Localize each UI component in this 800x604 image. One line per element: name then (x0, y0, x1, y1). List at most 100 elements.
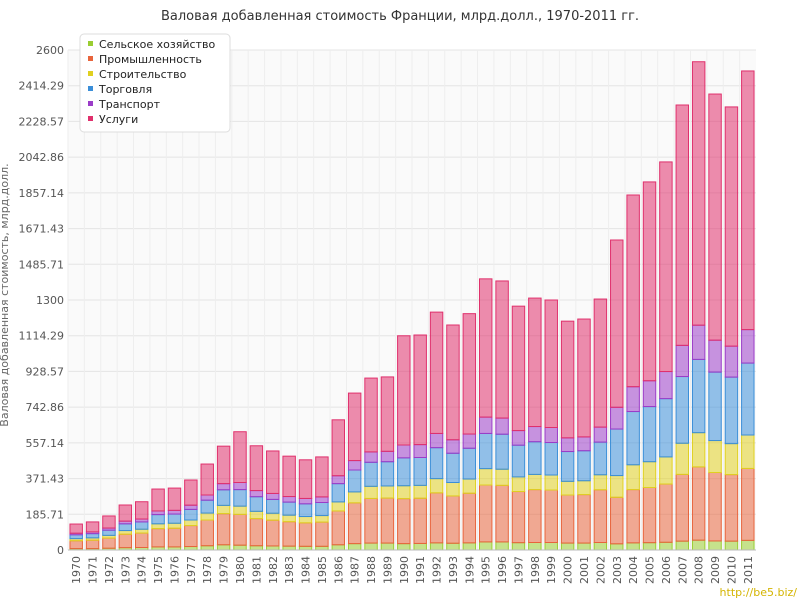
bar-segment (315, 545, 329, 551)
bar-segment (675, 442, 690, 475)
x-tick-label: 2004 (627, 556, 640, 584)
bar-segment (642, 542, 657, 551)
bar-segment (593, 542, 608, 551)
y-tick-label: 1485.71 (19, 258, 65, 271)
x-tick-label: 2005 (644, 556, 657, 584)
bar-segment (134, 521, 149, 530)
x-tick-label: 2011 (742, 556, 755, 584)
bar-segment (167, 513, 182, 524)
bar-segment (462, 492, 477, 544)
bar-segment (413, 542, 427, 551)
bar-segment (200, 519, 214, 547)
bar-segment (266, 519, 280, 547)
x-tick-label: 1987 (349, 556, 362, 584)
x-tick-label: 1990 (398, 556, 411, 584)
bar-segment (544, 542, 558, 551)
legend-label: Торговля (98, 83, 152, 96)
y-tick-label: 2228.57 (19, 115, 65, 128)
bar-segment (429, 447, 444, 480)
bar-segment (282, 455, 296, 498)
bar-segment (511, 430, 526, 446)
bar-segment (364, 377, 378, 453)
x-tick-label: 1997 (512, 556, 525, 584)
bar-segment (200, 494, 214, 501)
x-tick-label: 1980 (234, 556, 247, 584)
bar-segment (675, 344, 690, 378)
x-tick-label: 1973 (119, 556, 132, 584)
bar-segment (347, 491, 362, 504)
bar-segment (282, 545, 296, 551)
bar-segment (724, 443, 739, 476)
bar-segment (560, 494, 575, 544)
bar-segment (249, 545, 264, 551)
bar-segment (446, 324, 460, 441)
bar-segment (184, 546, 198, 551)
bar-segment (216, 513, 231, 546)
bar-segment (413, 457, 427, 486)
legend-label: Сельское хозяйство (99, 38, 215, 51)
bar-segment (118, 523, 133, 532)
bar-segment (478, 416, 493, 434)
bar-segment (151, 528, 165, 548)
bar-segment (233, 482, 247, 491)
y-tick-label: 185.71 (26, 508, 65, 521)
bar-segment (216, 544, 231, 551)
bar-segment (708, 371, 722, 442)
bar-segment (282, 501, 296, 516)
bar-segment (216, 489, 231, 506)
bar-segment (429, 311, 444, 434)
bar-segment (511, 476, 526, 493)
legend-label: Транспорт (98, 98, 161, 111)
y-tick-label: 742.86 (26, 401, 65, 414)
bar-segment (331, 475, 346, 485)
bar-segment (511, 491, 526, 544)
x-tick-label: 1975 (152, 556, 165, 584)
bar-segment (642, 380, 657, 408)
bar-segment (429, 478, 444, 494)
bar-segment (577, 436, 591, 452)
bar-segment (659, 161, 673, 373)
bar-segment (478, 484, 493, 543)
bar-segment (675, 104, 690, 346)
bar-segment (397, 457, 411, 487)
bar-segment (528, 489, 542, 544)
x-tick-label: 2002 (594, 556, 607, 584)
bar-segment (266, 545, 280, 551)
bar-segment (118, 533, 133, 549)
bar-segment (413, 484, 427, 499)
bar-segment (446, 542, 460, 551)
bar-segment (347, 469, 362, 493)
bar-segment (347, 392, 362, 462)
bar-segment (577, 450, 591, 482)
x-tick-label: 2001 (578, 556, 591, 584)
bar-segment (741, 467, 755, 541)
bar-segment (577, 542, 591, 551)
y-tick-label: 1857.14 (19, 187, 65, 200)
bar-segment (642, 487, 657, 544)
bar-segment (364, 451, 378, 463)
y-tick-label: 1671.43 (19, 223, 65, 236)
bar-segment (511, 305, 526, 432)
bar-segment (249, 490, 264, 498)
bar-segment (331, 544, 346, 551)
x-tick-label: 1972 (103, 556, 116, 584)
bar-segment (397, 498, 411, 545)
bar-segment (462, 313, 477, 435)
x-tick-label: 1989 (381, 556, 394, 584)
x-tick-label: 2007 (676, 556, 689, 584)
bar-segment (266, 450, 280, 494)
x-tick-label: 2006 (660, 556, 673, 584)
bar-segment (233, 513, 247, 546)
bar-segment (659, 456, 673, 485)
bar-segment (544, 489, 558, 543)
bar-segment (200, 463, 214, 496)
x-tick-label: 1986 (332, 556, 345, 584)
bar-segment (495, 541, 509, 551)
bar-segment (397, 444, 411, 459)
legend-swatch (88, 71, 93, 76)
bar-segment (511, 444, 526, 478)
bar-segment (347, 460, 362, 471)
bar-segment (429, 542, 444, 551)
bar-segment (331, 419, 346, 477)
